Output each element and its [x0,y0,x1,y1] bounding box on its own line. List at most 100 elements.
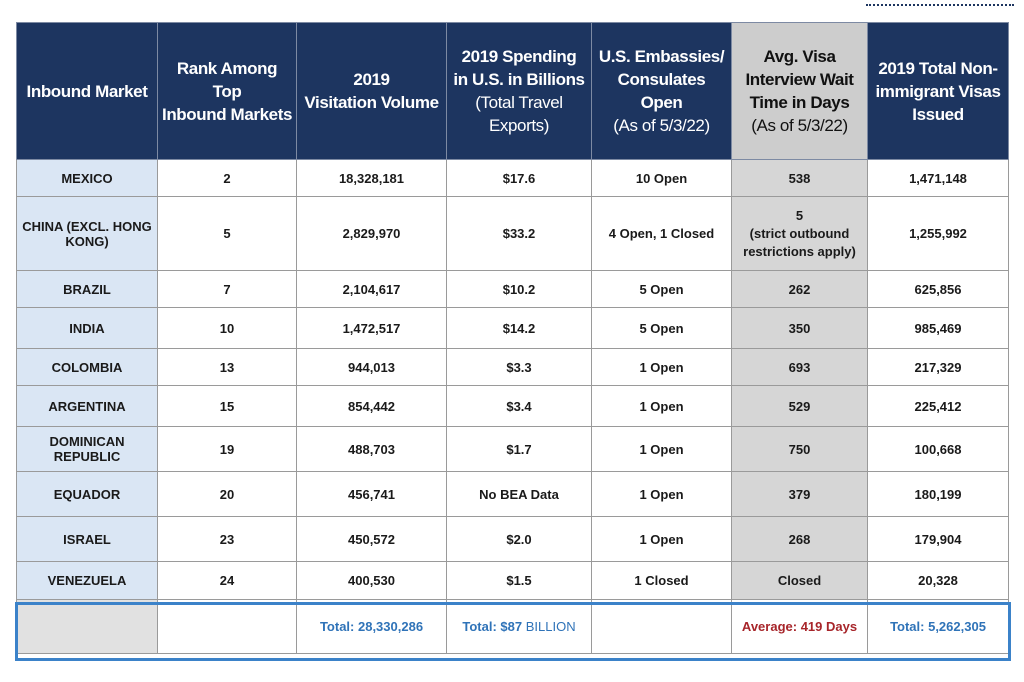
spending-cell: $17.6 [446,159,592,197]
visitation-cell: 944,013 [296,348,447,386]
market-cell: ARGENTINA [16,385,158,427]
market-cell: ISRAEL [16,516,158,562]
visas-cell: 179,904 [867,516,1009,562]
wait-cell: 262 [731,270,868,308]
market-cell: INDIA [16,307,158,349]
table-row: INDIA 10 1,472,517 $14.2 5 Open 350 985,… [16,307,1009,349]
table-row: MEXICO 2 18,328,181 $17.6 10 Open 538 1,… [16,159,1009,197]
market-cell: CHINA (EXCL. HONG KONG) [16,196,158,271]
wait-cell: 750 [731,426,868,472]
visas-cell: 180,199 [867,471,1009,517]
visas-cell: 985,469 [867,307,1009,349]
totals-blank-cell [157,599,297,654]
decorative-dotted-line [866,4,1014,6]
visas-cell: 20,328 [867,561,1009,600]
embassies-cell: 1 Open [591,426,732,472]
rank-cell: 20 [157,471,297,517]
rank-cell: 2 [157,159,297,197]
rank-cell: 24 [157,561,297,600]
wait-cell: 538 [731,159,868,197]
header-row: Inbound Market Rank Among Top Inbound Ma… [16,22,1009,160]
header-spending: 2019 Spending in U.S. in Billions (Total… [446,22,592,160]
visitation-cell: 400,530 [296,561,447,600]
embassies-cell: 5 Open [591,307,732,349]
totals-blank-cell [16,599,158,654]
header-visitation-volume: 2019 Visitation Volume [296,22,447,160]
visitation-cell: 1,472,517 [296,307,447,349]
visitation-cell: 450,572 [296,516,447,562]
wait-cell: 529 [731,385,868,427]
header-visas-issued: 2019 Total Non- immigrant Visas Issued [867,22,1009,160]
visitation-total: Total: 28,330,286 [296,599,447,654]
rank-cell: 5 [157,196,297,271]
table-row: ARGENTINA 15 854,442 $3.4 1 Open 529 225… [16,385,1009,427]
market-cell: DOMINICAN REPUBLIC [16,426,158,472]
visitation-cell: 2,829,970 [296,196,447,271]
header-embassies: U.S. Embassies/ Consulates Open (As of 5… [591,22,732,160]
wait-cell: 268 [731,516,868,562]
wait-note: (strict outbound restrictions apply) [743,225,856,259]
visitation-cell: 18,328,181 [296,159,447,197]
embassies-cell: 1 Closed [591,561,732,600]
wait-cell: 350 [731,307,868,349]
market-cell: BRAZIL [16,270,158,308]
header-inbound-market: Inbound Market [16,22,158,160]
data-table-container: Inbound Market Rank Among Top Inbound Ma… [15,22,1011,661]
visas-cell: 225,412 [867,385,1009,427]
table-row: VENEZUELA 24 400,530 $1.5 1 Closed Close… [16,561,1009,600]
totals-blank-cell [591,599,732,654]
spending-cell: $3.3 [446,348,592,386]
visas-cell: 217,329 [867,348,1009,386]
embassies-cell: 1 Open [591,516,732,562]
market-cell: COLOMBIA [16,348,158,386]
spending-total-unit: BILLION [525,619,576,634]
visitation-cell: 2,104,617 [296,270,447,308]
wait-cell: 693 [731,348,868,386]
table-row: COLOMBIA 13 944,013 $3.3 1 Open 693 217,… [16,348,1009,386]
spending-cell: $10.2 [446,270,592,308]
wait-cell: Closed [731,561,868,600]
header-visa-wait-time: Avg. Visa Interview Wait Time in Days (A… [731,22,868,160]
table-row: DOMINICAN REPUBLIC 19 488,703 $1.7 1 Ope… [16,426,1009,472]
embassies-cell: 1 Open [591,471,732,517]
table-row: ISRAEL 23 450,572 $2.0 1 Open 268 179,90… [16,516,1009,562]
embassies-cell: 5 Open [591,270,732,308]
visitation-cell: 488,703 [296,426,447,472]
spending-cell: $2.0 [446,516,592,562]
rank-cell: 10 [157,307,297,349]
table-row: BRAZIL 7 2,104,617 $10.2 5 Open 262 625,… [16,270,1009,308]
embassies-cell: 10 Open [591,159,732,197]
embassies-cell: 4 Open, 1 Closed [591,196,732,271]
wait-average: Average: 419 Days [731,599,868,654]
visas-cell: 625,856 [867,270,1009,308]
market-cell: MEXICO [16,159,158,197]
visitation-cell: 456,741 [296,471,447,517]
visas-total: Total: 5,262,305 [867,599,1009,654]
visas-cell: 1,471,148 [867,159,1009,197]
visas-cell: 1,255,992 [867,196,1009,271]
rank-cell: 19 [157,426,297,472]
spending-cell: $1.7 [446,426,592,472]
visas-cell: 100,668 [867,426,1009,472]
wait-value: 5 [795,207,804,223]
inbound-markets-table: Inbound Market Rank Among Top Inbound Ma… [16,22,1009,654]
embassies-cell: 1 Open [591,348,732,386]
rank-cell: 7 [157,270,297,308]
table-row: EQUADOR 20 456,741 No BEA Data 1 Open 37… [16,471,1009,517]
spending-cell: $33.2 [446,196,592,271]
visitation-cell: 854,442 [296,385,447,427]
spending-total: Total: $87 BILLION [446,599,592,654]
spending-cell: $14.2 [446,307,592,349]
rank-cell: 23 [157,516,297,562]
spending-cell: $1.5 [446,561,592,600]
spending-total-label: Total: $87 [462,619,523,634]
embassies-cell: 1 Open [591,385,732,427]
totals-row: Total: 28,330,286 Total: $87 BILLION Ave… [16,599,1009,654]
rank-cell: 15 [157,385,297,427]
spending-cell: No BEA Data [446,471,592,517]
wait-cell: 379 [731,471,868,517]
spending-cell: $3.4 [446,385,592,427]
market-cell: EQUADOR [16,471,158,517]
header-rank: Rank Among Top Inbound Markets [157,22,297,160]
market-cell: VENEZUELA [16,561,158,600]
